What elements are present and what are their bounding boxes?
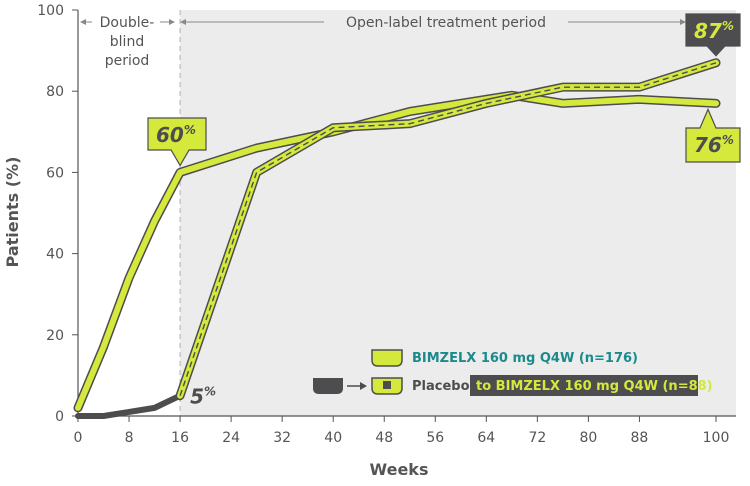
y-tick-label: 80 [46,84,64,100]
callouts: 60%5%87%76% [147,13,741,409]
callout-76: 76% [685,107,741,163]
x-axis-title: Weeks [370,460,429,479]
callout-60: 60% [147,117,207,167]
x-tick-label: 88 [631,430,649,446]
y-tick-label: 20 [46,328,64,344]
y-tick-label: 60 [46,165,64,181]
x-tick-label: 16 [171,430,189,446]
x-tick-label: 24 [222,430,240,446]
double-blind-label-line2: blind [110,34,144,50]
legend-switch-arrow-head [360,382,367,390]
y-axis-title: Patients (%) [3,157,22,268]
y-tick-label: 100 [37,3,64,19]
series-layer [73,58,721,419]
legend-switch-marker [383,381,391,389]
callout-unit: % [204,385,216,399]
callout-box [685,13,741,57]
x-tick-label: 100 [703,430,730,446]
double-blind-label-line3: period [105,53,150,69]
callout-value: 87% [694,19,734,43]
open-label-label: Open-label treatment period [346,15,546,31]
callout-box [685,107,741,163]
double-blind-arrow-left-head [80,19,86,25]
x-tick-label: 40 [324,430,342,446]
x-axis-ticks: 0 8 16 24 32 40 48 56 64 72 80 88 100 [74,416,730,446]
x-tick-label: 8 [125,430,134,446]
legend-placebo: Placebo to BIMZELX 160 mg Q4W (n=88) [313,375,713,396]
double-blind-arrow-right-head [169,19,175,25]
series-line [75,92,719,411]
legend-bimzelx-label: BIMZELX 160 mg Q4W (n=176) [412,351,638,366]
legend-placebo-swatch [313,378,343,394]
series-line [75,392,184,419]
legend-placebo-label: Placebo [412,379,470,394]
legend-switch-label-bg [470,375,698,396]
double-blind-header: Double- blind period [80,15,175,69]
x-tick-label: 48 [375,430,393,446]
x-tick-label: 32 [273,430,291,446]
open-label-shading [180,10,736,416]
x-tick-label: 64 [477,430,495,446]
open-label-header: Open-label treatment period [180,15,686,31]
series-2 [175,58,721,401]
open-label-arrow-left-head [180,19,186,25]
x-tick-label: 72 [528,430,546,446]
series-1 [75,392,184,419]
series-line-dash [179,62,717,396]
callout-unit: % [722,19,734,33]
y-tick-label: 0 [55,409,64,425]
callout-unit: % [184,123,196,137]
x-tick-label: 0 [74,430,83,446]
x-tick-label: 56 [426,430,444,446]
legend: BIMZELX 160 mg Q4W (n=176) Placebo to BI… [313,349,713,396]
open-label-arrow-right-head [680,19,686,25]
callout-unit: % [722,133,734,147]
legend-switch-label: to BIMZELX 160 mg Q4W (n=88) [476,379,713,394]
y-axis-ticks: 0 20 40 60 80 100 [37,3,78,425]
legend-bimzelx-swatch [371,349,403,367]
callout-87: 87% [685,13,741,57]
x-tick-label: 80 [579,430,597,446]
callout-box [147,117,207,167]
series-0 [73,90,721,413]
y-tick-label: 40 [46,247,64,263]
double-blind-label-line1: Double- [100,15,155,31]
legend-bimzelx: BIMZELX 160 mg Q4W (n=176) [371,349,638,367]
